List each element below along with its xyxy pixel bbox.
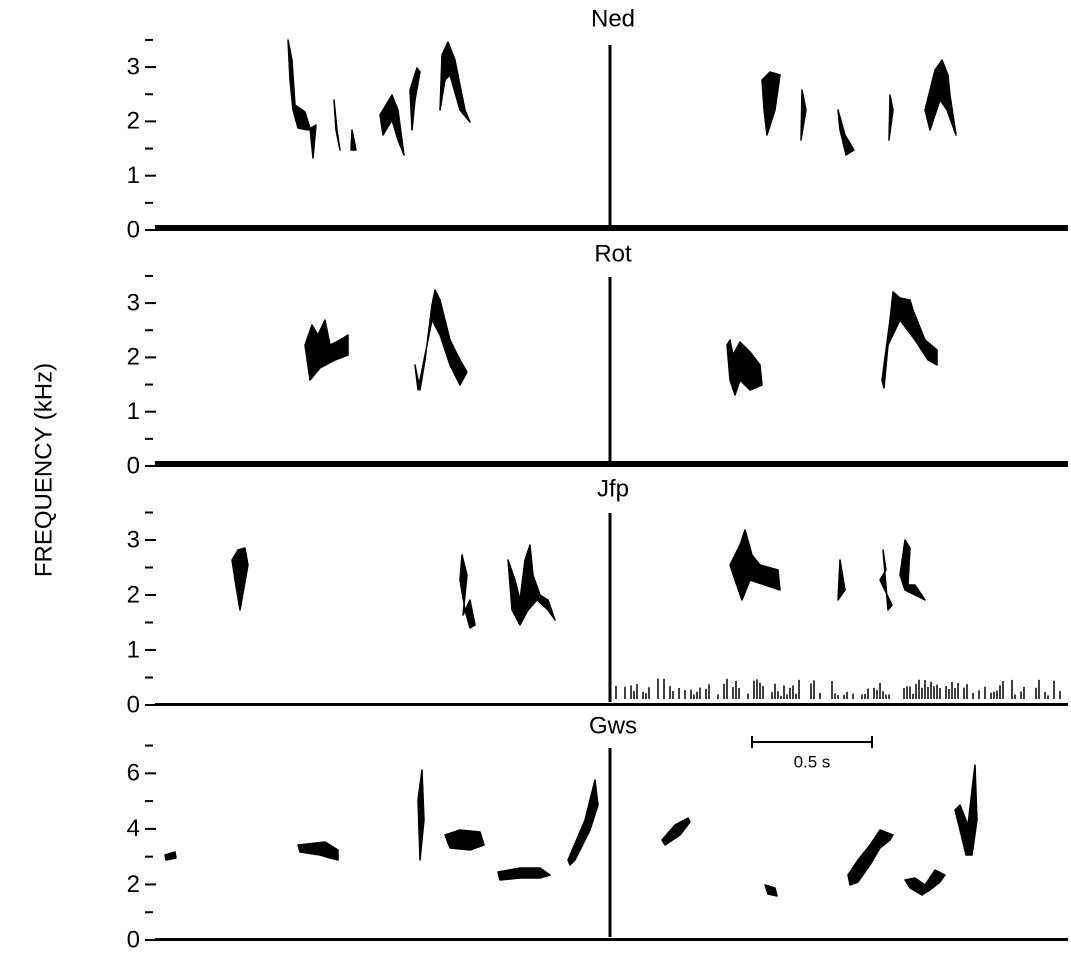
y-tick-label: 0 [127,216,140,243]
y-tick-label: 2 [127,871,140,898]
y-tick-label: 1 [127,398,140,425]
y-axis-label: FREQUENCY (kHz) [30,363,57,577]
y-tick-label: 3 [127,526,140,553]
spectrogram-syllables [164,39,978,897]
y-tick-label: 2 [127,108,140,135]
panel-title: Ned [591,5,635,32]
y-tick-label: 0 [127,926,140,953]
y-tick-label: 3 [127,53,140,80]
y-tick-label: 4 [127,815,140,842]
y-tick-label: 3 [127,289,140,316]
y-tick-label: 0 [127,452,140,479]
panel-title: Jfp [597,475,629,502]
y-tick-label: 1 [127,162,140,189]
y-tick-label: 2 [127,344,140,371]
y-tick-label: 0 [127,691,140,718]
panel-title: Rot [594,240,632,267]
scale-bar-label: 0.5 s [794,752,831,771]
panel-title: Gws [589,712,637,739]
y-tick-label: 6 [127,760,140,787]
y-tick-label: 2 [127,581,140,608]
y-tick-label: 1 [127,636,140,663]
noise-band [615,678,1061,699]
